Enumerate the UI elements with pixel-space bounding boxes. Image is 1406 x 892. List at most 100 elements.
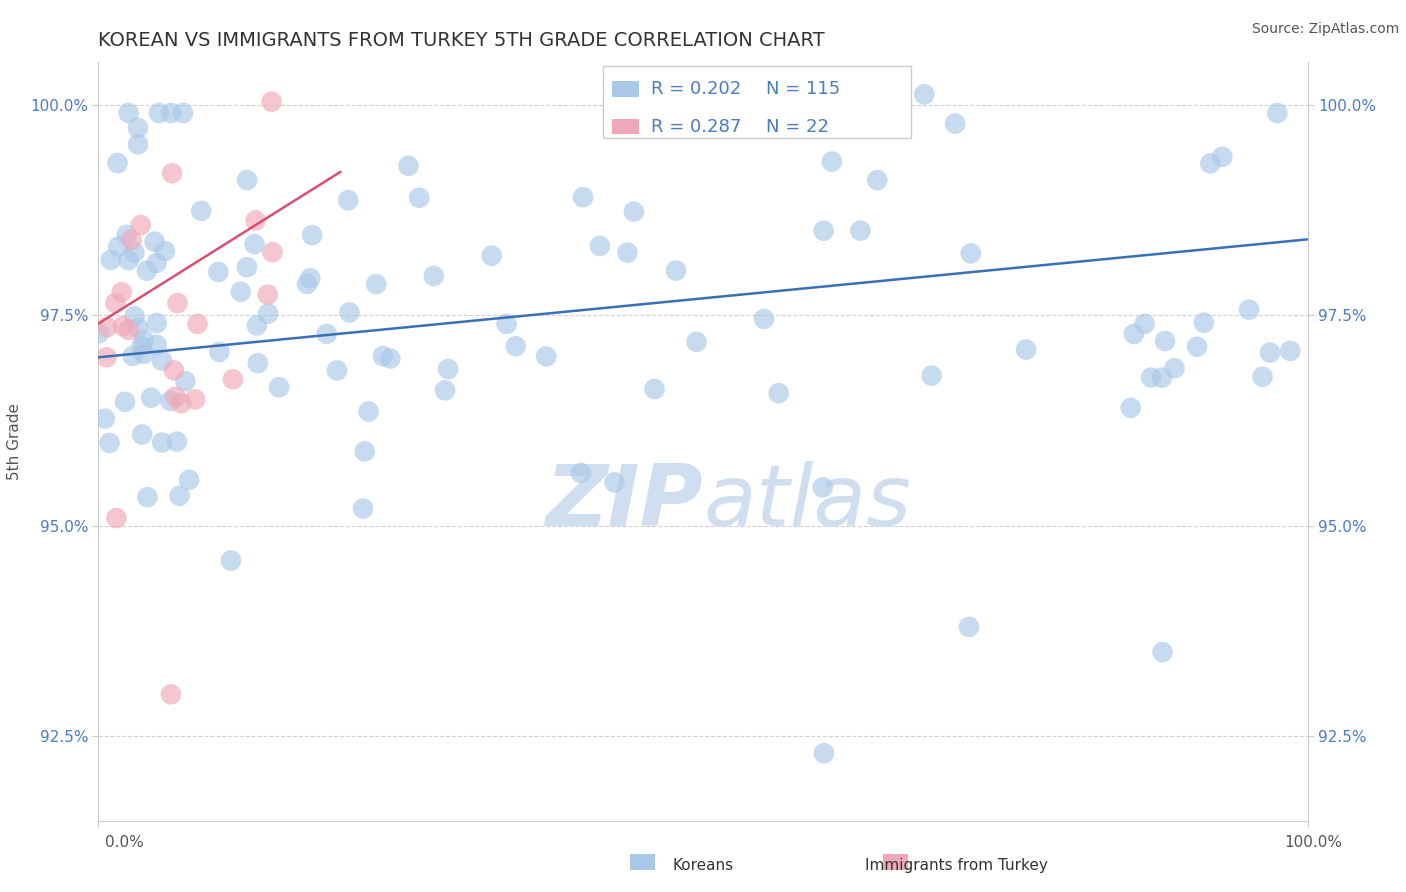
Point xyxy=(172,106,194,120)
Point xyxy=(245,213,267,227)
Bar xyxy=(883,854,908,870)
Point xyxy=(262,245,284,260)
Point xyxy=(129,218,152,232)
Point xyxy=(105,511,128,525)
Point xyxy=(160,166,183,180)
Point xyxy=(1199,156,1222,170)
Point xyxy=(208,345,231,359)
Point xyxy=(94,411,117,425)
Bar xyxy=(613,120,638,135)
Point xyxy=(380,351,402,366)
Point xyxy=(111,285,134,300)
Point xyxy=(353,444,375,458)
Point xyxy=(145,256,167,270)
Point xyxy=(301,228,323,243)
Point xyxy=(534,350,557,364)
Text: Immigrants from Turkey: Immigrants from Turkey xyxy=(865,858,1047,872)
Point xyxy=(1267,106,1289,120)
Text: KOREAN VS IMMIGRANTS FROM TURKEY 5TH GRADE CORRELATION CHART: KOREAN VS IMMIGRANTS FROM TURKEY 5TH GRA… xyxy=(98,30,825,50)
Point xyxy=(665,263,688,277)
Text: Source: ZipAtlas.com: Source: ZipAtlas.com xyxy=(1251,22,1399,37)
Point xyxy=(131,339,153,353)
Point xyxy=(1150,370,1173,384)
Point xyxy=(1119,401,1142,415)
Point xyxy=(174,375,197,389)
Point xyxy=(408,191,430,205)
Point xyxy=(169,489,191,503)
Point xyxy=(150,353,173,368)
Point xyxy=(186,317,208,331)
Point xyxy=(260,95,283,109)
Text: atlas: atlas xyxy=(703,460,911,544)
Point xyxy=(337,194,360,208)
Point xyxy=(1152,645,1174,659)
Point xyxy=(1279,343,1302,358)
Point xyxy=(136,490,159,504)
Point xyxy=(589,239,612,253)
Point xyxy=(813,746,835,760)
Point xyxy=(190,203,212,218)
Point xyxy=(434,384,457,398)
Point xyxy=(752,312,775,326)
Point xyxy=(184,392,207,407)
Point xyxy=(315,326,337,341)
Point xyxy=(219,553,242,567)
Text: Koreans: Koreans xyxy=(672,858,734,872)
Point xyxy=(127,120,149,135)
Point xyxy=(437,362,460,376)
Point xyxy=(505,339,527,353)
Point xyxy=(179,473,201,487)
Point xyxy=(398,159,420,173)
Point xyxy=(100,252,122,267)
Point xyxy=(166,296,188,310)
Point xyxy=(114,394,136,409)
Text: 100.0%: 100.0% xyxy=(1285,836,1343,850)
Point xyxy=(921,368,943,383)
Point xyxy=(1237,302,1260,317)
Point xyxy=(118,253,141,268)
Point xyxy=(159,393,181,408)
Point xyxy=(148,106,170,120)
Point xyxy=(357,404,380,418)
Point xyxy=(352,501,374,516)
Point xyxy=(96,351,118,365)
Point xyxy=(121,233,143,247)
Y-axis label: 5th Grade: 5th Grade xyxy=(7,403,21,480)
Point xyxy=(246,318,269,333)
Point xyxy=(96,320,118,334)
Point xyxy=(603,475,626,490)
Point xyxy=(1211,150,1233,164)
Point xyxy=(153,244,176,258)
Point xyxy=(1015,343,1038,357)
Point xyxy=(163,363,186,377)
Point xyxy=(132,347,155,361)
Point xyxy=(422,268,444,283)
Point xyxy=(866,173,889,187)
Point xyxy=(124,310,146,324)
Point xyxy=(145,316,167,330)
Point xyxy=(366,277,388,292)
Point xyxy=(256,287,278,301)
Point xyxy=(160,106,183,120)
Point xyxy=(943,117,966,131)
Point xyxy=(765,106,787,120)
Point xyxy=(160,687,183,701)
Point xyxy=(299,271,322,285)
Point xyxy=(1251,369,1274,384)
Point xyxy=(1258,345,1281,359)
Point xyxy=(132,333,155,347)
Point xyxy=(821,154,844,169)
Point xyxy=(135,264,157,278)
Point xyxy=(121,349,143,363)
Point xyxy=(243,237,266,252)
Point xyxy=(957,620,980,634)
Point xyxy=(145,338,167,352)
Point xyxy=(207,265,229,279)
Point xyxy=(912,87,935,102)
Point xyxy=(495,317,517,331)
Point xyxy=(768,386,790,401)
Point xyxy=(170,396,193,410)
Point xyxy=(371,349,394,363)
Point xyxy=(1185,340,1208,354)
Point xyxy=(107,156,129,170)
